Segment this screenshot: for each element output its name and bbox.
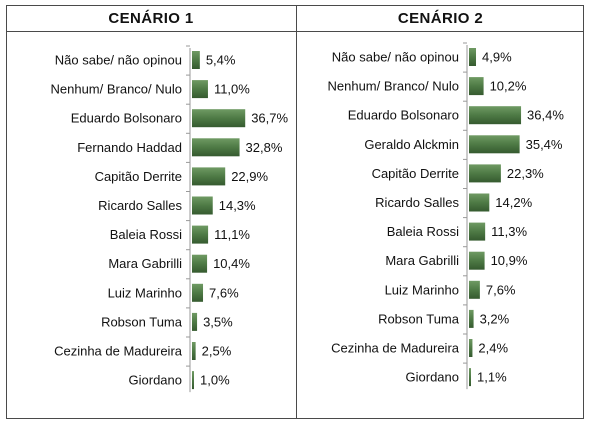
category-label: Nenhum/ Branco/ Nulo (327, 79, 459, 94)
category-label: Luiz Marinho (108, 285, 182, 300)
category-label: Ricardo Salles (98, 198, 182, 213)
category-label: Baleia Rossi (387, 224, 459, 239)
category-label: Fernando Haddad (77, 140, 182, 155)
bar (469, 164, 501, 183)
bar (192, 167, 226, 186)
bar (469, 309, 474, 328)
data-label: 22,3% (507, 166, 544, 181)
data-label: 14,3% (219, 198, 256, 213)
data-label: 7,6% (486, 282, 516, 297)
data-label: 11,1% (214, 227, 250, 242)
bar (192, 371, 194, 390)
category-label: Cezinha de Madureira (331, 341, 460, 356)
data-label: 14,2% (495, 195, 532, 210)
bar (192, 312, 198, 331)
category-label: Capitão Derrite (95, 169, 182, 184)
chart-title-cenario-2: CENÁRIO 2 (297, 5, 584, 32)
bar (469, 193, 490, 212)
category-label: Mara Gabrilli (108, 256, 182, 271)
data-label: 5,4% (206, 53, 236, 68)
data-label: 10,2% (490, 79, 527, 94)
category-label: Ricardo Salles (375, 195, 459, 210)
category-label: Geraldo Alckmin (364, 137, 459, 152)
bar (469, 106, 522, 125)
data-label: 10,9% (491, 253, 528, 268)
data-label: 11,0% (214, 82, 250, 97)
bar (469, 222, 486, 241)
data-label: 1,0% (200, 373, 230, 388)
bar (192, 254, 208, 273)
category-label: Giordano (406, 370, 459, 385)
data-label: 22,9% (231, 169, 268, 184)
data-label: 10,4% (213, 256, 250, 271)
category-label: Eduardo Bolsonaro (71, 111, 182, 126)
category-label: Cezinha de Madureira (54, 344, 183, 359)
data-label: 3,2% (480, 311, 510, 326)
bar (469, 368, 471, 387)
bar (469, 251, 485, 270)
data-label: 4,9% (482, 50, 512, 65)
category-label: Capitão Derrite (372, 166, 459, 181)
data-label: 2,4% (478, 341, 508, 356)
panel-divider (296, 5, 297, 419)
data-label: 36,7% (251, 111, 288, 126)
category-label: Mara Gabrilli (385, 253, 459, 268)
chart-frame (6, 5, 584, 419)
bar (469, 48, 477, 66)
category-label: Eduardo Bolsonaro (348, 108, 459, 123)
chart-cenario-1: Não sabe/ não opinou 5,4% Nenhum/ Branco/ … (50, 45, 289, 393)
data-label: 35,4% (526, 137, 563, 152)
category-label: Não sabe/ não opinou (55, 53, 182, 68)
bar (469, 77, 484, 96)
bar (469, 280, 480, 299)
bar (192, 109, 246, 128)
data-label: 3,5% (203, 314, 233, 329)
data-label: 11,3% (491, 224, 527, 239)
bar (192, 225, 209, 244)
bar (192, 283, 204, 302)
category-label: Baleia Rossi (110, 227, 182, 242)
bar (192, 342, 196, 360)
data-label: 2,5% (202, 344, 232, 359)
bar (469, 339, 473, 357)
bar (192, 51, 200, 69)
category-label: Robson Tuma (101, 314, 183, 329)
category-label: Robson Tuma (378, 311, 460, 326)
bar (192, 138, 240, 157)
bar (192, 80, 208, 99)
data-label: 1,1% (477, 370, 507, 385)
category-label: Nenhum/ Branco/ Nulo (50, 82, 182, 97)
data-label: 32,8% (246, 140, 283, 155)
category-label: Luiz Marinho (385, 282, 459, 297)
data-label: 7,6% (209, 285, 239, 300)
category-label: Giordano (129, 373, 182, 388)
chart-title-cenario-1: CENÁRIO 1 (6, 5, 296, 32)
bar (192, 196, 213, 215)
bar (469, 135, 520, 154)
category-label: Não sabe/ não opinou (332, 50, 459, 65)
data-label: 36,4% (527, 108, 564, 123)
chart-cenario-2: Não sabe/ não opinou 4,9% Nenhum/ Branco/ … (327, 42, 564, 390)
